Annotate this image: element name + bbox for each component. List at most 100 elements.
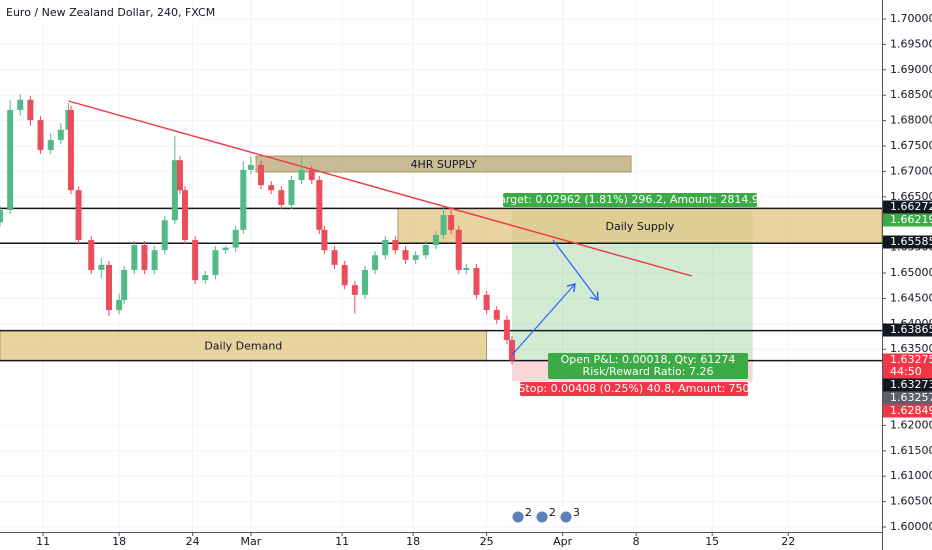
- price-badge-label: 1.63257: [890, 391, 932, 404]
- x-tick-label: 8: [633, 535, 640, 548]
- stop-label-bg: [520, 382, 748, 396]
- event-count: 3: [573, 506, 580, 519]
- y-tick-label: 1.62000: [890, 418, 932, 431]
- price-badge-label: 1.66219: [890, 213, 932, 226]
- target-label-bg: [503, 193, 757, 207]
- candle-body: [278, 190, 285, 205]
- pnl-label: Risk/Reward Ratio: 7.26: [583, 365, 714, 378]
- candle-body: [171, 160, 178, 221]
- candle-body: [440, 215, 447, 235]
- arrow: [511, 284, 575, 356]
- title-bg: [2, 4, 198, 22]
- price-badge: [883, 213, 932, 227]
- candle-body: [141, 245, 148, 270]
- candle-body: [361, 269, 368, 295]
- candle-body: [131, 245, 138, 270]
- zone-label: Daily Supply: [606, 220, 675, 233]
- price-badge-label: 1.63273: [890, 378, 932, 391]
- arrow: [552, 239, 598, 300]
- candle-body: [105, 264, 112, 311]
- candle-body: [212, 250, 219, 276]
- candle-body: [392, 239, 399, 251]
- candle-body: [161, 220, 168, 251]
- event-icon: [511, 510, 525, 524]
- candle-body: [88, 239, 95, 270]
- price-badge: [883, 235, 932, 249]
- event-icon: [535, 510, 549, 524]
- x-tick-label: 11: [335, 535, 349, 548]
- y-tick-label: 1.64500: [890, 291, 932, 304]
- zone-label: Daily Demand: [204, 340, 282, 353]
- candle-body: [222, 247, 229, 251]
- candle-body: [448, 215, 455, 230]
- y-tick-label: 1.68500: [890, 88, 932, 101]
- y-tick-label: 1.65000: [890, 266, 932, 279]
- candle-body: [240, 169, 247, 230]
- candle-body: [455, 229, 462, 270]
- candle-body: [422, 245, 429, 256]
- candle-body: [412, 255, 419, 260]
- candle-body: [116, 299, 123, 311]
- candle-body: [321, 229, 328, 251]
- event-icon: [559, 510, 573, 524]
- trendline: [68, 100, 693, 277]
- y-tick-label: 1.60000: [890, 520, 932, 533]
- candle-body: [341, 264, 348, 286]
- candle-body: [232, 229, 239, 248]
- candle-body: [503, 319, 510, 341]
- x-tick-label: 18: [406, 535, 420, 548]
- y-tick-label: 1.69500: [890, 37, 932, 50]
- price-badge: [883, 391, 932, 405]
- y-tick-label: 1.60500: [890, 495, 932, 508]
- target-label: Target: 0.02962 (1.81%) 296.2, Amount: 2…: [493, 193, 766, 206]
- candle-body: [402, 250, 409, 260]
- candle-body: [192, 239, 199, 281]
- candle-body: [176, 160, 183, 191]
- event-count: 2: [525, 506, 532, 519]
- event-count: 2: [549, 506, 556, 519]
- candle-body: [0, 210, 3, 223]
- candle-body: [57, 129, 64, 140]
- x-tick-label: 22: [781, 535, 795, 548]
- x-tick-label: 18: [112, 535, 126, 548]
- candle-body: [483, 294, 490, 311]
- stop-label: Stop: 0.00408 (0.25%) 40.8, Amount: 750: [518, 382, 749, 395]
- candle-body: [98, 264, 105, 270]
- candle-body: [75, 190, 82, 240]
- candle-body: [432, 234, 439, 246]
- candle-body: [47, 139, 54, 151]
- y-tick-label: 1.61500: [890, 444, 932, 457]
- candle-body: [298, 169, 305, 181]
- price-badge: [883, 378, 932, 392]
- price-badge: [883, 365, 932, 379]
- candle-body: [288, 180, 295, 205]
- price-badge: [883, 200, 932, 214]
- price-badge-label: 1.66272: [890, 200, 932, 213]
- candle-body: [121, 269, 128, 300]
- price-badge-label: 1.63865: [890, 323, 932, 336]
- y-tick-label: 1.67000: [890, 164, 932, 177]
- candle-body: [247, 164, 254, 170]
- pnl-label-bg: [548, 353, 748, 379]
- chart-title: Euro / New Zealand Dollar, 240, FXCM: [6, 6, 215, 19]
- x-tick-label: 25: [480, 535, 494, 548]
- candle-body: [508, 340, 515, 361]
- zone-label: 4HR SUPPLY: [410, 158, 476, 171]
- x-tick-label: Mar: [241, 535, 262, 548]
- candle-body: [463, 267, 470, 270]
- price-badge: [883, 323, 932, 337]
- candle-body: [351, 285, 358, 295]
- price-badge-label: 1.63275: [890, 353, 932, 366]
- candle-body: [331, 250, 338, 265]
- price-badge-label: 1.62849: [890, 404, 932, 417]
- candle-body: [382, 239, 389, 256]
- price-badge-label: 1.65585: [890, 235, 932, 248]
- candle-body: [27, 99, 34, 121]
- price-badge-label: 44:50: [890, 365, 922, 378]
- pnl-label: Open P&L: 0.00018, Qty: 61274: [561, 353, 736, 366]
- candle-body: [308, 169, 315, 181]
- candle-body: [182, 190, 189, 240]
- y-tick-label: 1.69000: [890, 63, 932, 76]
- y-tick-label: 1.68000: [890, 114, 932, 127]
